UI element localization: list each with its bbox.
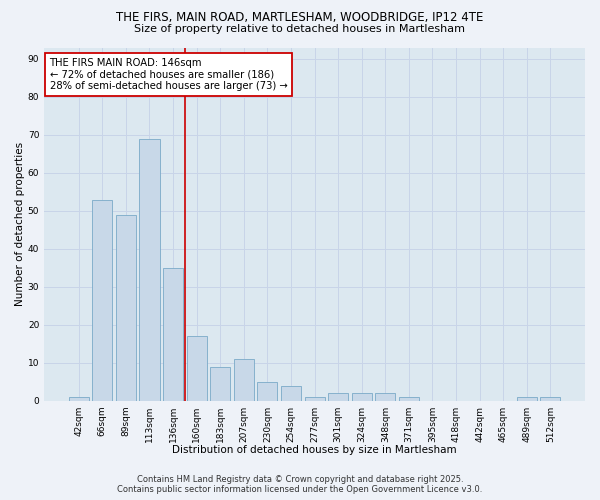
Bar (116, 214, 136, 401)
Text: THE FIRS MAIN ROAD: 146sqm
← 72% of detached houses are smaller (186)
28% of sem: THE FIRS MAIN ROAD: 146sqm ← 72% of deta… (50, 58, 287, 92)
Bar (92, 200, 112, 401)
Bar (352, 394, 372, 401)
Bar (281, 386, 301, 401)
Bar (375, 394, 395, 401)
Bar (517, 397, 537, 401)
Bar (541, 397, 560, 401)
Text: Size of property relative to detached houses in Martlesham: Size of property relative to detached ho… (134, 24, 466, 34)
Bar (305, 397, 325, 401)
Bar (163, 268, 183, 401)
Bar (69, 397, 89, 401)
Bar (257, 382, 277, 401)
Text: Contains HM Land Registry data © Crown copyright and database right 2025.
Contai: Contains HM Land Registry data © Crown c… (118, 474, 482, 494)
X-axis label: Distribution of detached houses by size in Martlesham: Distribution of detached houses by size … (172, 445, 457, 455)
Bar (139, 138, 160, 401)
Bar (210, 367, 230, 401)
Text: THE FIRS, MAIN ROAD, MARTLESHAM, WOODBRIDGE, IP12 4TE: THE FIRS, MAIN ROAD, MARTLESHAM, WOODBRI… (116, 11, 484, 24)
Bar (399, 397, 419, 401)
Bar (328, 394, 348, 401)
Y-axis label: Number of detached properties: Number of detached properties (15, 142, 25, 306)
Bar (187, 336, 206, 401)
Bar (234, 359, 254, 401)
